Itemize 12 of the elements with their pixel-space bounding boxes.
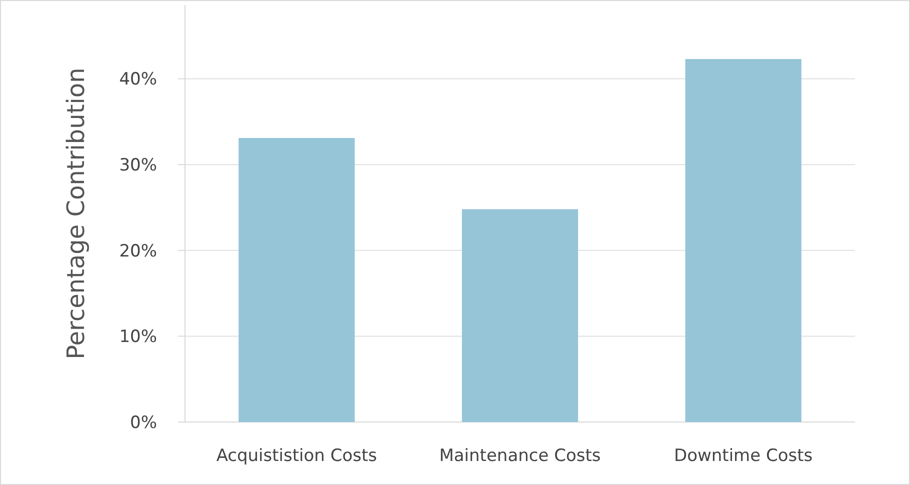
- y-tick-label: 20%: [119, 241, 157, 262]
- y-tick-label: 10%: [119, 327, 157, 348]
- bar: [685, 59, 802, 422]
- x-tick-label: Downtime Costs: [674, 446, 813, 466]
- y-tick-label: 30%: [119, 156, 157, 176]
- x-tick-label: Acquististion Costs: [216, 446, 378, 466]
- x-tick-label: Maintenance Costs: [439, 446, 601, 466]
- bar: [238, 138, 355, 422]
- bar: [462, 209, 578, 422]
- y-tick-label: 40%: [119, 70, 157, 90]
- y-axis-title: Percentage Contribution: [62, 68, 90, 360]
- y-tick-label: 0%: [130, 412, 157, 433]
